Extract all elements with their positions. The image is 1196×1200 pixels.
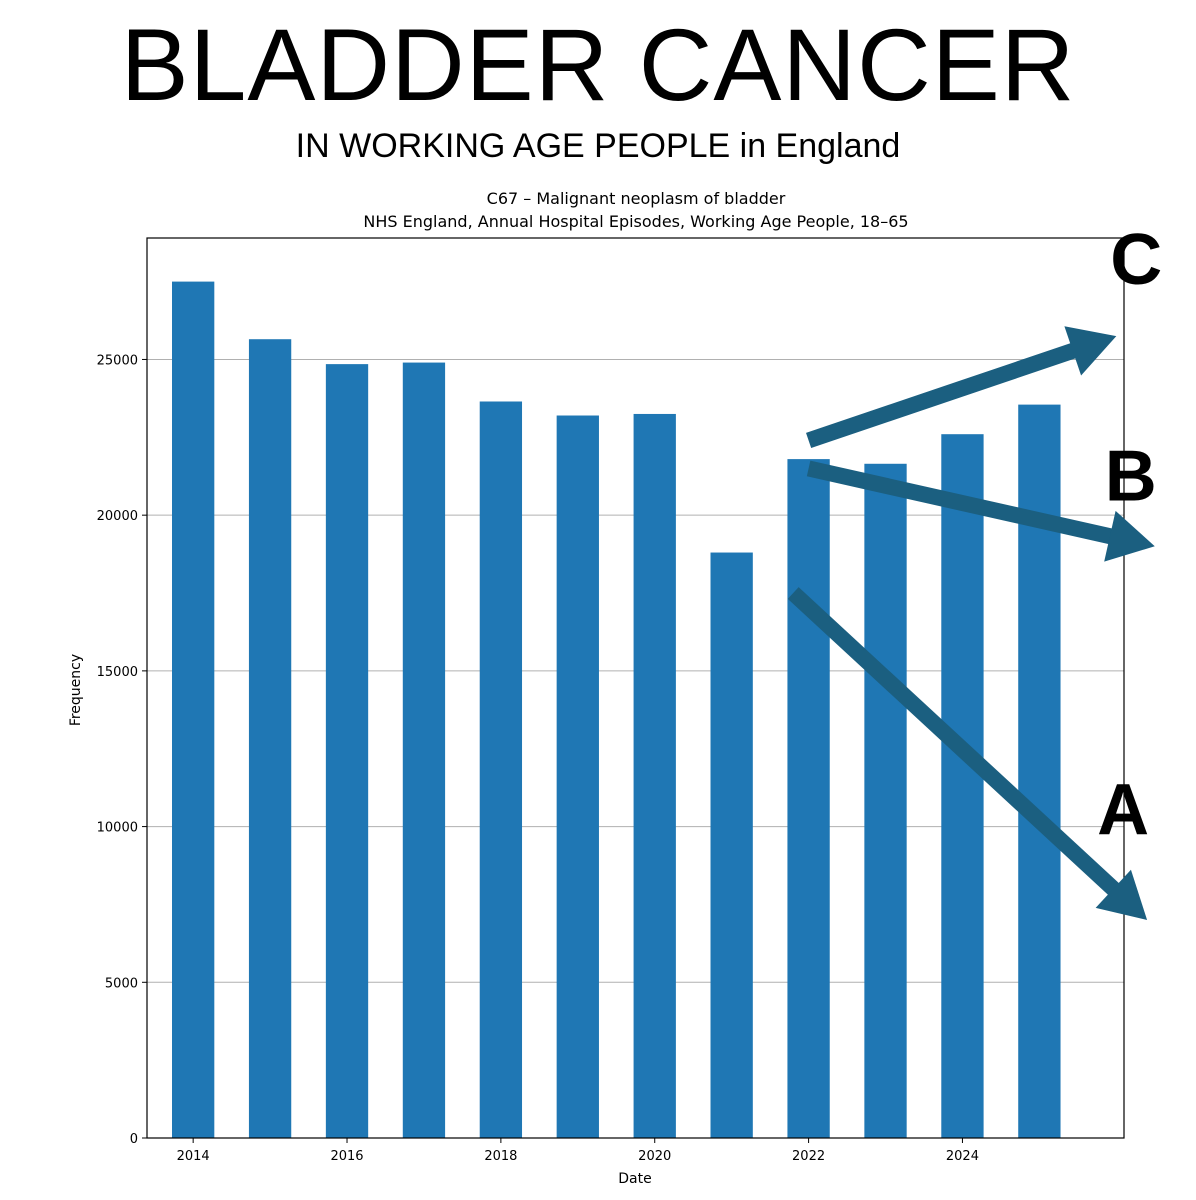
bar-2017	[402, 362, 446, 1138]
arrow-b-label: B	[1105, 436, 1157, 516]
x-ticks: 2014 2016 2018 2020 2022 2024	[177, 1138, 979, 1164]
x-axis-label: Date	[618, 1171, 651, 1187]
y-tick-label: 20000	[97, 509, 138, 524]
trend-arrows: C B A	[787, 220, 1162, 921]
x-tick-label: 2014	[177, 1149, 210, 1164]
bar-2015	[248, 339, 292, 1138]
x-tick-label: 2024	[946, 1149, 979, 1164]
y-axis-label: Frequency	[68, 654, 84, 726]
arrow-a-shaft	[787, 587, 1122, 898]
subheadline: IN WORKING AGE PEOPLE in England	[295, 127, 901, 165]
bar-2019	[556, 415, 599, 1138]
bars	[172, 281, 1061, 1139]
y-tick-label: 5000	[105, 976, 138, 991]
arrow-a-label: A	[1097, 770, 1149, 850]
arrow-b-shaft	[806, 460, 1116, 545]
arrow-c-label: C	[1110, 220, 1162, 300]
x-tick-label: 2020	[638, 1149, 671, 1164]
bar-2020	[633, 413, 676, 1139]
bar-2021	[710, 552, 753, 1138]
y-tick-label: 0	[130, 1132, 138, 1147]
y-ticks: 0 5000 10000 15000 20000 25000	[97, 353, 147, 1147]
headline: BLADDER CANCER	[120, 8, 1076, 122]
arrow-c-shaft	[806, 342, 1080, 448]
y-tick-label: 10000	[97, 821, 138, 836]
bar-2022	[787, 459, 830, 1138]
chart-subtitle: NHS England, Annual Hospital Episodes, W…	[363, 212, 908, 231]
x-tick-label: 2022	[792, 1149, 825, 1164]
plot-frame	[146, 237, 1125, 1139]
bar-2018	[479, 401, 523, 1138]
y-tick-label: 25000	[97, 353, 138, 368]
chart-title: C67 – Malignant neoplasm of bladder	[487, 189, 786, 208]
bar-2014	[172, 281, 215, 1138]
x-tick-label: 2018	[484, 1149, 517, 1164]
bar-2023	[864, 463, 907, 1138]
arrow-b-head	[1104, 510, 1155, 562]
bar-2016	[325, 364, 369, 1138]
x-tick-label: 2016	[330, 1149, 363, 1164]
arrow-c-head	[1064, 326, 1117, 376]
bar-2024	[941, 434, 984, 1138]
arrow-a-head	[1095, 869, 1148, 921]
y-tick-label: 15000	[97, 665, 138, 680]
